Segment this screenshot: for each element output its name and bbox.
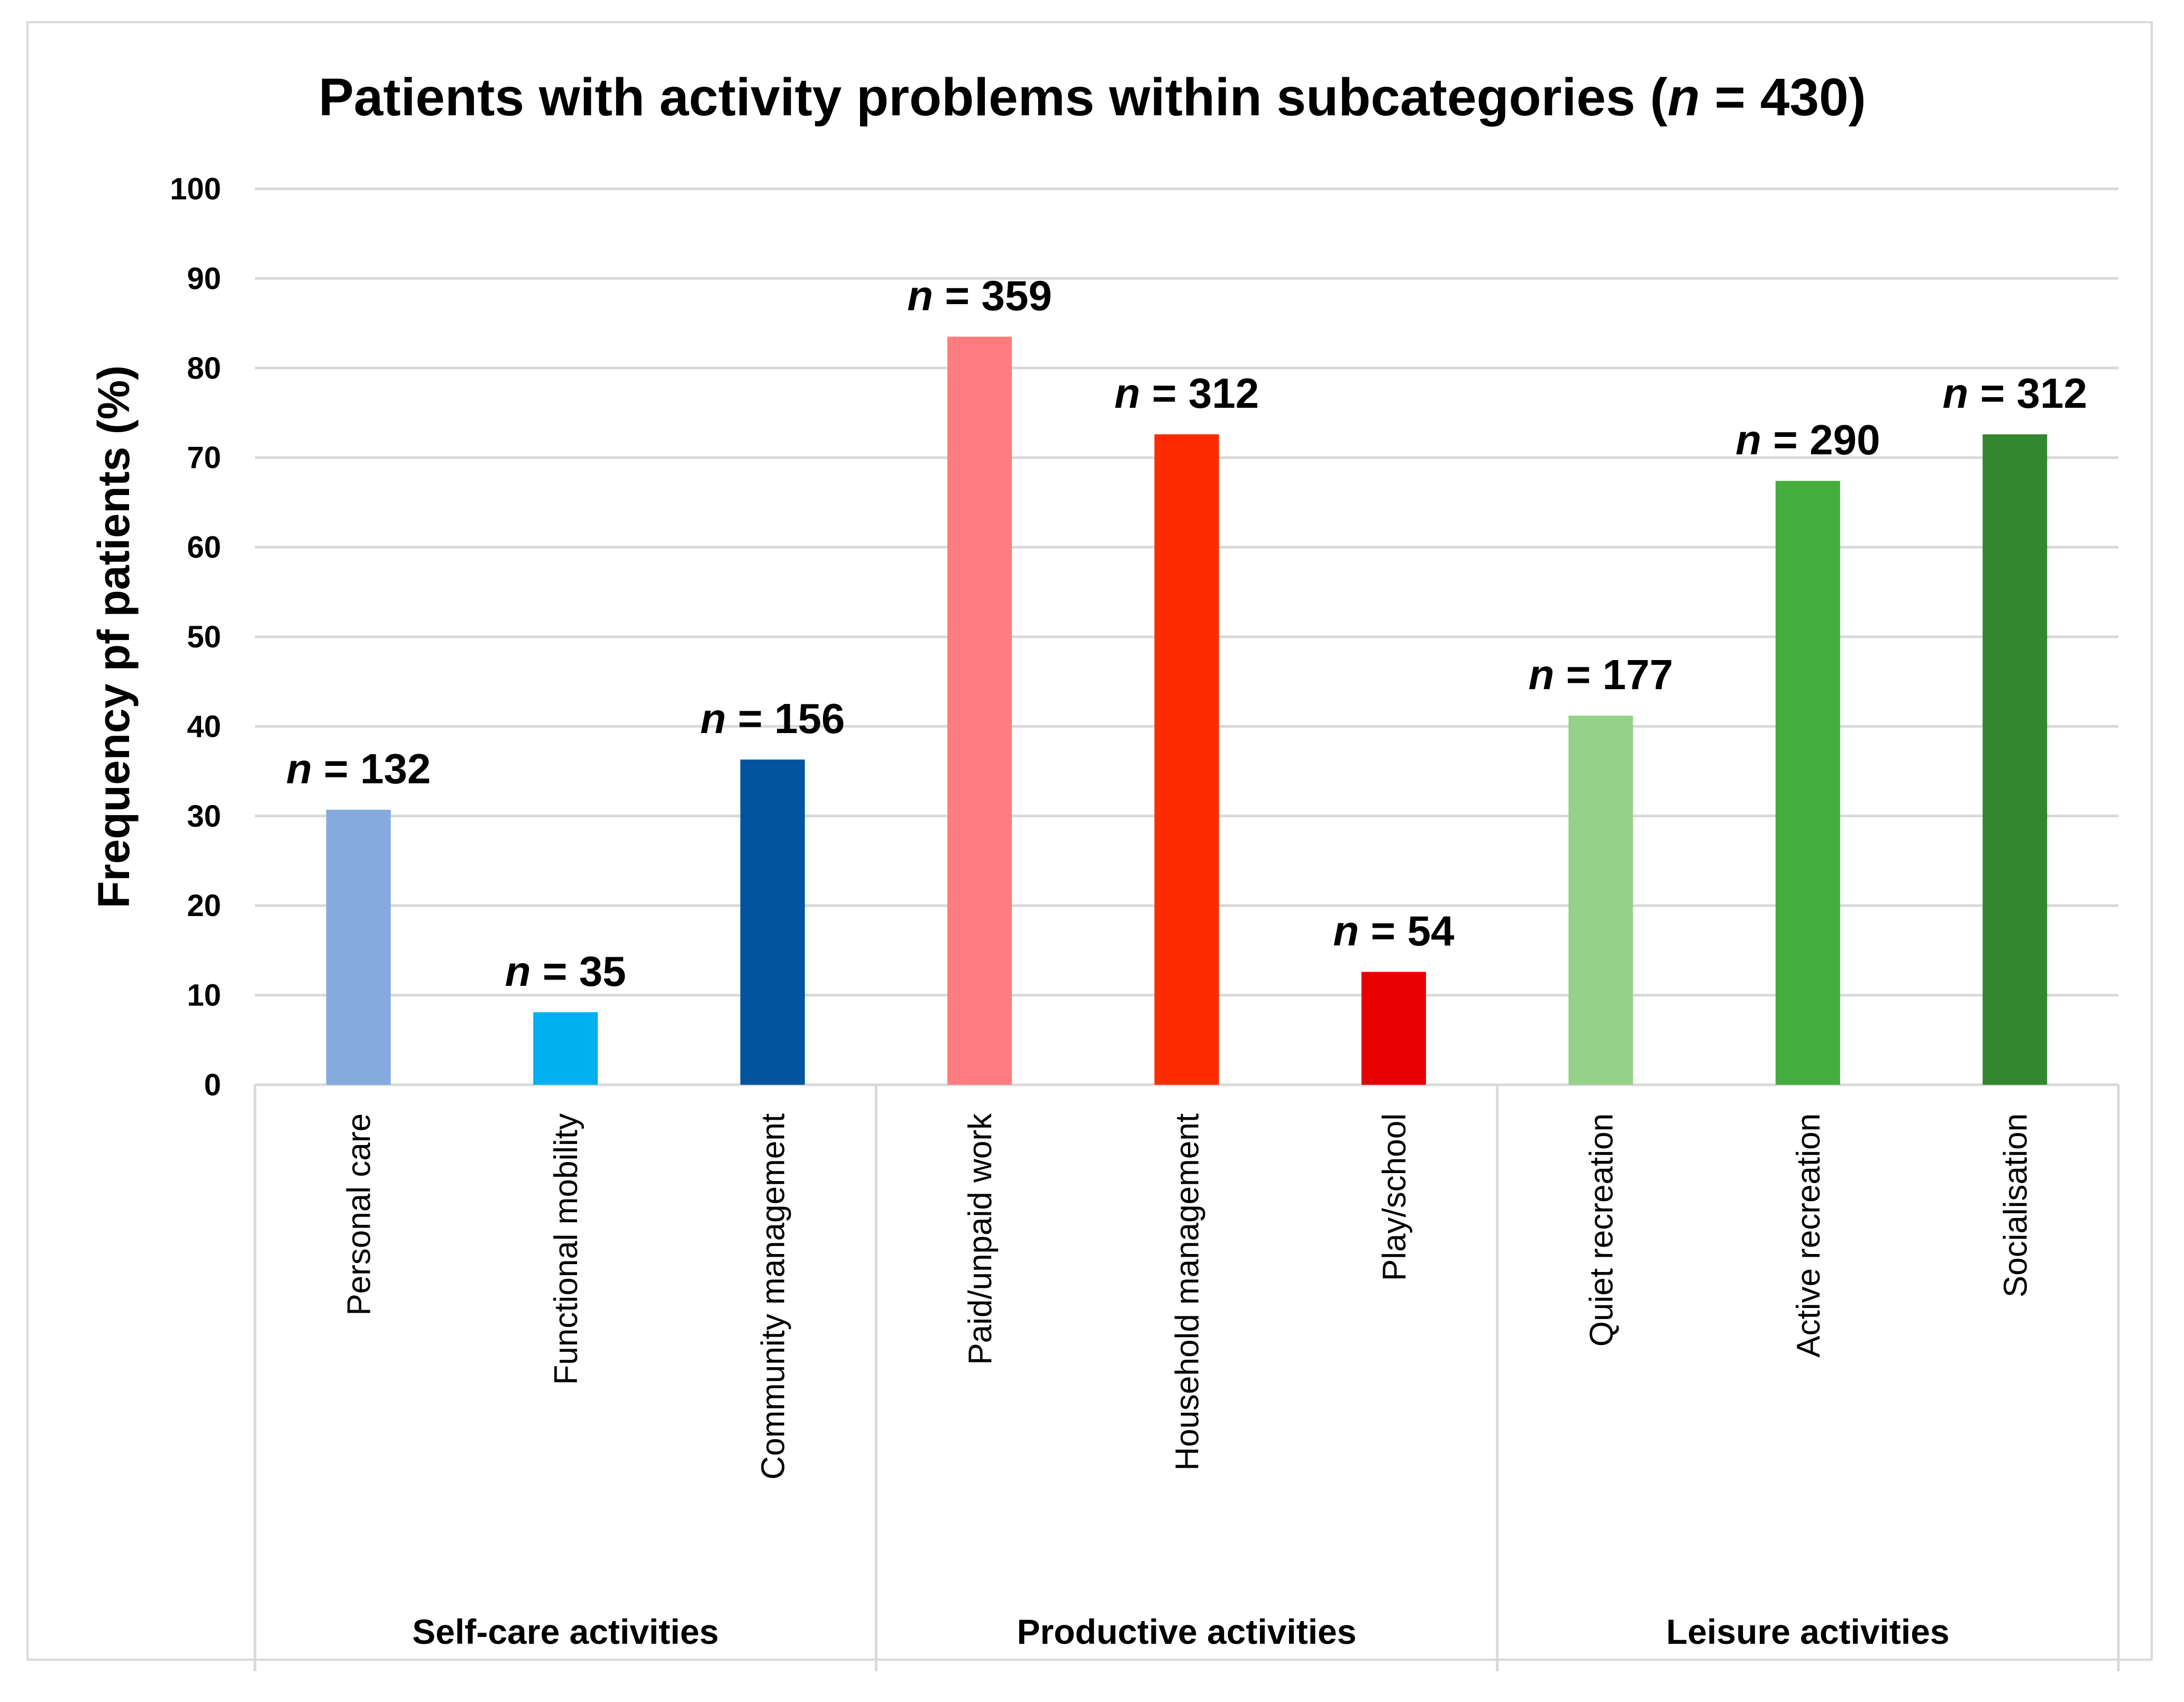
bar	[1775, 481, 1840, 1085]
bar	[1361, 972, 1426, 1085]
y-tick-label: 20	[187, 889, 221, 923]
data-label: n = 177	[1529, 651, 1674, 698]
data-label: n = 35	[505, 948, 626, 995]
y-tick-label: 80	[187, 351, 221, 386]
labels: 0 10 20 30 40 50 60 70 80 90 100 n = 132 Personal ca…	[89, 68, 2087, 1651]
group-label: Productive activities	[1017, 1612, 1357, 1651]
y-tick-label: 50	[187, 620, 221, 654]
data-label: n = 290	[1735, 416, 1880, 463]
y-tick-label: 30	[187, 799, 221, 834]
bar	[947, 336, 1012, 1085]
category-label: Personal care	[341, 1113, 378, 1316]
y-tick-label: 60	[187, 530, 221, 565]
y-axis-label: Frequency pf patients (%)	[89, 365, 139, 909]
category-label: Quiet recreation	[1583, 1113, 1620, 1347]
y-tick-label: 0	[204, 1068, 221, 1102]
bar	[1568, 716, 1633, 1085]
data-label: n = 312	[1114, 370, 1259, 417]
bar	[740, 760, 805, 1085]
bars	[326, 336, 2048, 1085]
category-label: Community management	[755, 1113, 792, 1480]
chart-title: Patients with activity problems within s…	[318, 68, 1866, 127]
bar	[1982, 434, 2048, 1085]
bar	[533, 1012, 598, 1085]
data-label: n = 156	[700, 695, 845, 742]
data-label: n = 54	[1333, 908, 1455, 955]
category-label: Functional mobility	[548, 1113, 584, 1385]
bar	[326, 809, 391, 1085]
y-tick-label: 40	[187, 709, 221, 744]
y-tick-label: 10	[187, 978, 221, 1013]
data-label: n = 359	[907, 272, 1052, 319]
category-label: Paid/unpaid work	[962, 1113, 999, 1365]
category-label: Play/school	[1376, 1113, 1413, 1281]
group-label: Self-care activities	[412, 1612, 719, 1651]
group-label: Leisure activities	[1666, 1612, 1950, 1651]
bar	[1154, 434, 1219, 1085]
data-label: n = 132	[286, 745, 431, 792]
y-tick-label: 90	[187, 261, 221, 296]
y-tick-label: 70	[187, 441, 221, 475]
category-label: Household management	[1169, 1113, 1206, 1471]
y-tick-label: 100	[170, 172, 221, 206]
data-label: n = 312	[1943, 370, 2088, 417]
category-label: Active recreation	[1790, 1113, 1827, 1358]
category-label: Socialisation	[1997, 1113, 2034, 1297]
